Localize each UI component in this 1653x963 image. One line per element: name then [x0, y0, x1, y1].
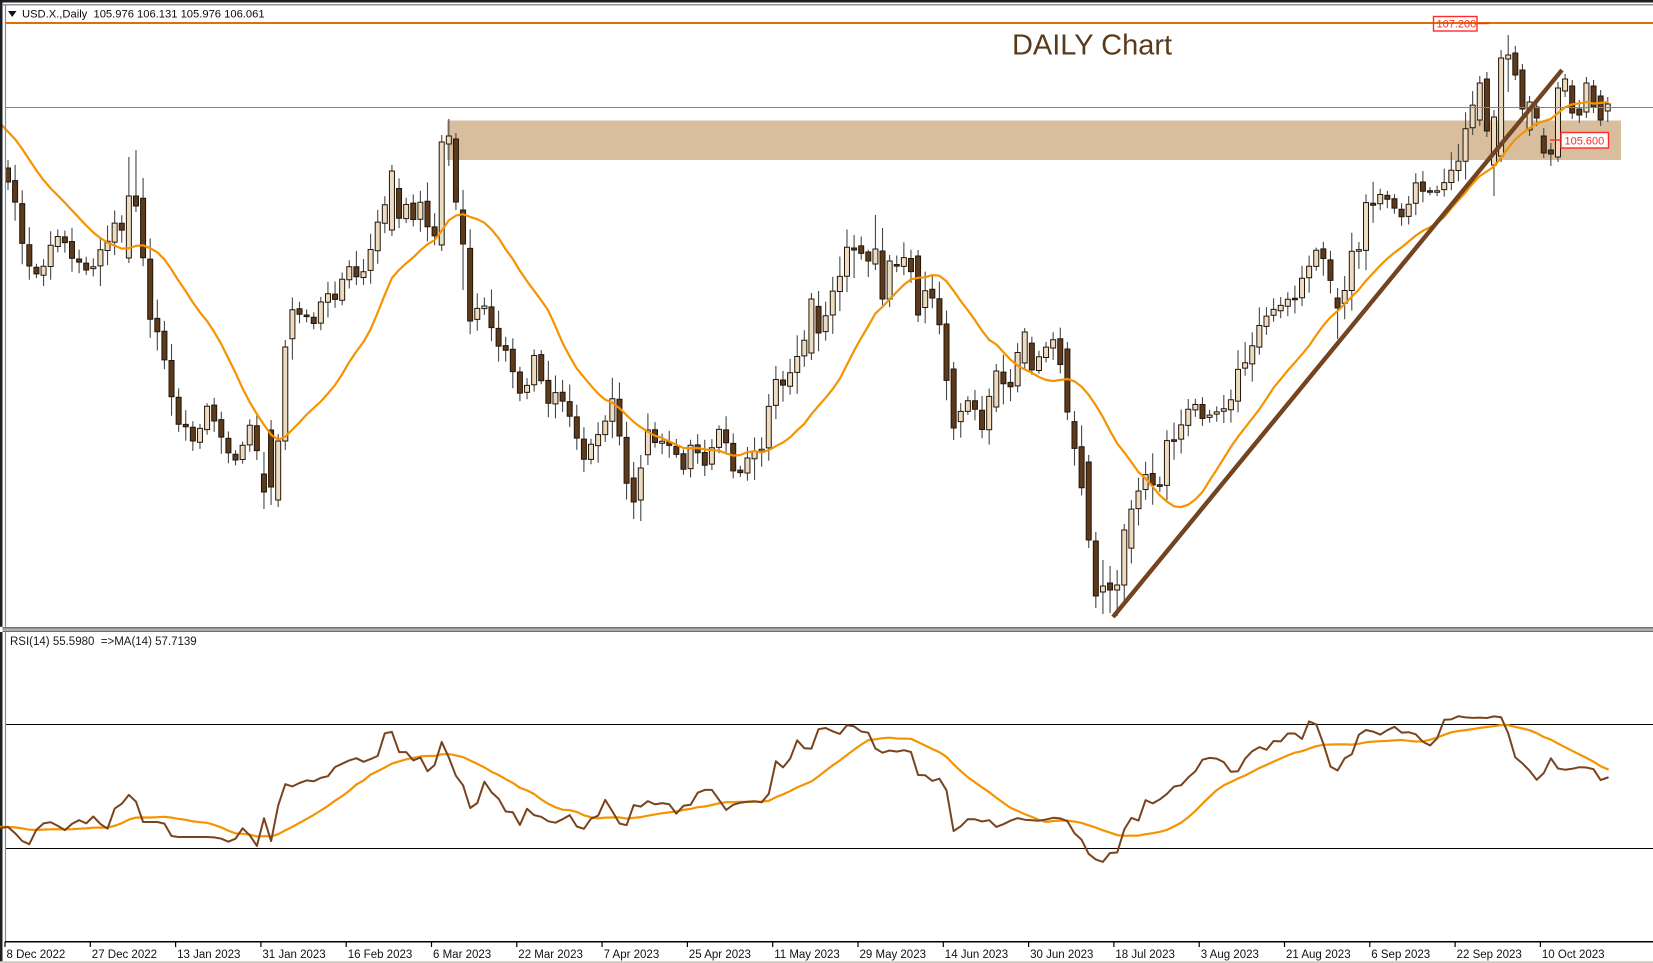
svg-text:22 Mar 2023: 22 Mar 2023 — [518, 949, 583, 961]
svg-text:8 Dec 2022: 8 Dec 2022 — [7, 949, 66, 961]
svg-text:10 Oct 2023: 10 Oct 2023 — [1542, 949, 1605, 961]
svg-text:14 Jun 2023: 14 Jun 2023 — [945, 949, 1008, 961]
svg-text:29 May 2023: 29 May 2023 — [860, 949, 927, 961]
svg-text:18 Jul 2023: 18 Jul 2023 — [1115, 949, 1174, 961]
svg-text:DAILY Chart: DAILY Chart — [1012, 30, 1172, 62]
svg-text:6 Mar 2023: 6 Mar 2023 — [433, 949, 491, 961]
svg-text:107.200: 107.200 — [1437, 19, 1477, 31]
svg-text:31 Jan 2023: 31 Jan 2023 — [262, 949, 325, 961]
svg-text:RSI(14) 55.5980 =>MA(14) 57.7: RSI(14) 55.5980 =>MA(14) 57.7139 — [10, 636, 197, 648]
svg-text:USD.X.,Daily 105.976 106.131: USD.X.,Daily 105.976 106.131 105.976 106… — [22, 9, 265, 21]
svg-text:11 May 2023: 11 May 2023 — [774, 949, 840, 961]
svg-text:7 Apr 2023: 7 Apr 2023 — [604, 949, 660, 961]
svg-text:13 Jan 2023: 13 Jan 2023 — [177, 949, 240, 961]
svg-text:27 Dec 2022: 27 Dec 2022 — [92, 949, 157, 961]
svg-text:25 Apr 2023: 25 Apr 2023 — [689, 949, 751, 961]
svg-text:22 Sep 2023: 22 Sep 2023 — [1457, 949, 1522, 961]
svg-text:30 Jun 2023: 30 Jun 2023 — [1030, 949, 1093, 961]
svg-text:16 Feb 2023: 16 Feb 2023 — [348, 949, 413, 961]
svg-text:6 Sep 2023: 6 Sep 2023 — [1371, 949, 1430, 961]
svg-text:105.600: 105.600 — [1565, 136, 1605, 148]
svg-text:21 Aug 2023: 21 Aug 2023 — [1286, 949, 1351, 961]
svg-text:3 Aug 2023: 3 Aug 2023 — [1201, 949, 1259, 961]
